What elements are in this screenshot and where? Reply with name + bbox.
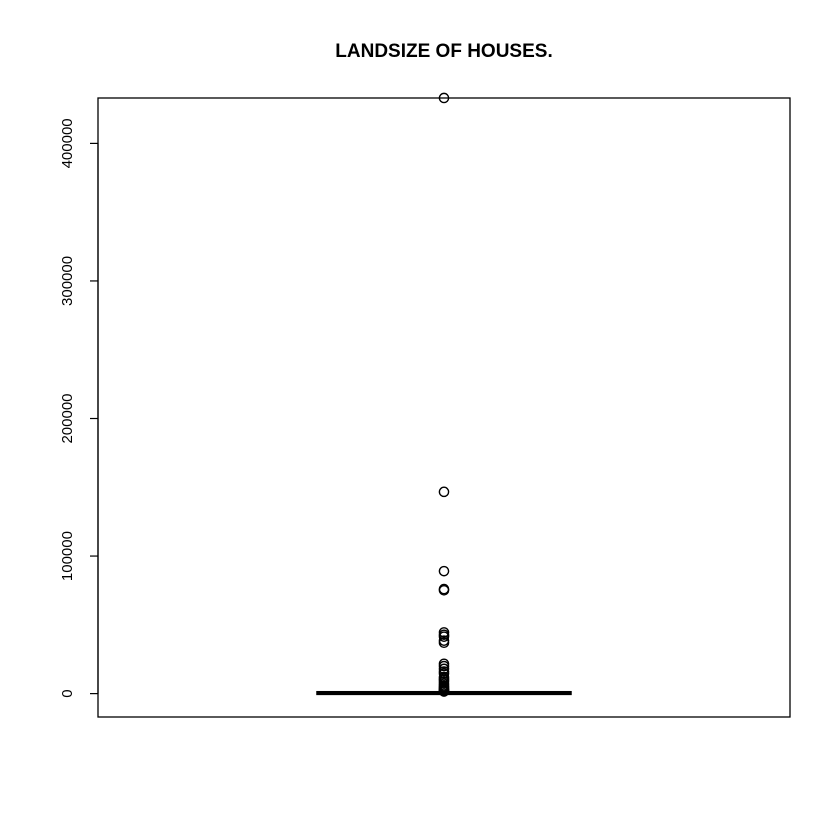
outlier-point [438, 660, 450, 672]
y-tick-label-3: 300000 [59, 256, 76, 306]
outlier-point [438, 663, 450, 675]
y-tick-label-1: 100000 [59, 531, 76, 581]
chart-title: LANDSIZE OF HOUSES. [335, 41, 552, 62]
outlier-point [438, 668, 450, 679]
outlier-point [438, 92, 450, 104]
y-tick-label-4: 400000 [59, 118, 76, 168]
outlier-point [438, 637, 450, 649]
outlier-point [438, 686, 450, 697]
outlier-group [438, 92, 450, 697]
y-axis: 0 100000 200000 300000 400000 [59, 118, 99, 698]
outlier-point [438, 631, 450, 642]
plot-frame [97, 97, 791, 718]
outlier-point [438, 565, 450, 577]
outlier-point [438, 585, 450, 596]
y-tick-label-0: 0 [59, 689, 76, 697]
outlier-point [438, 486, 450, 498]
y-tick-label-2: 200000 [59, 393, 76, 443]
